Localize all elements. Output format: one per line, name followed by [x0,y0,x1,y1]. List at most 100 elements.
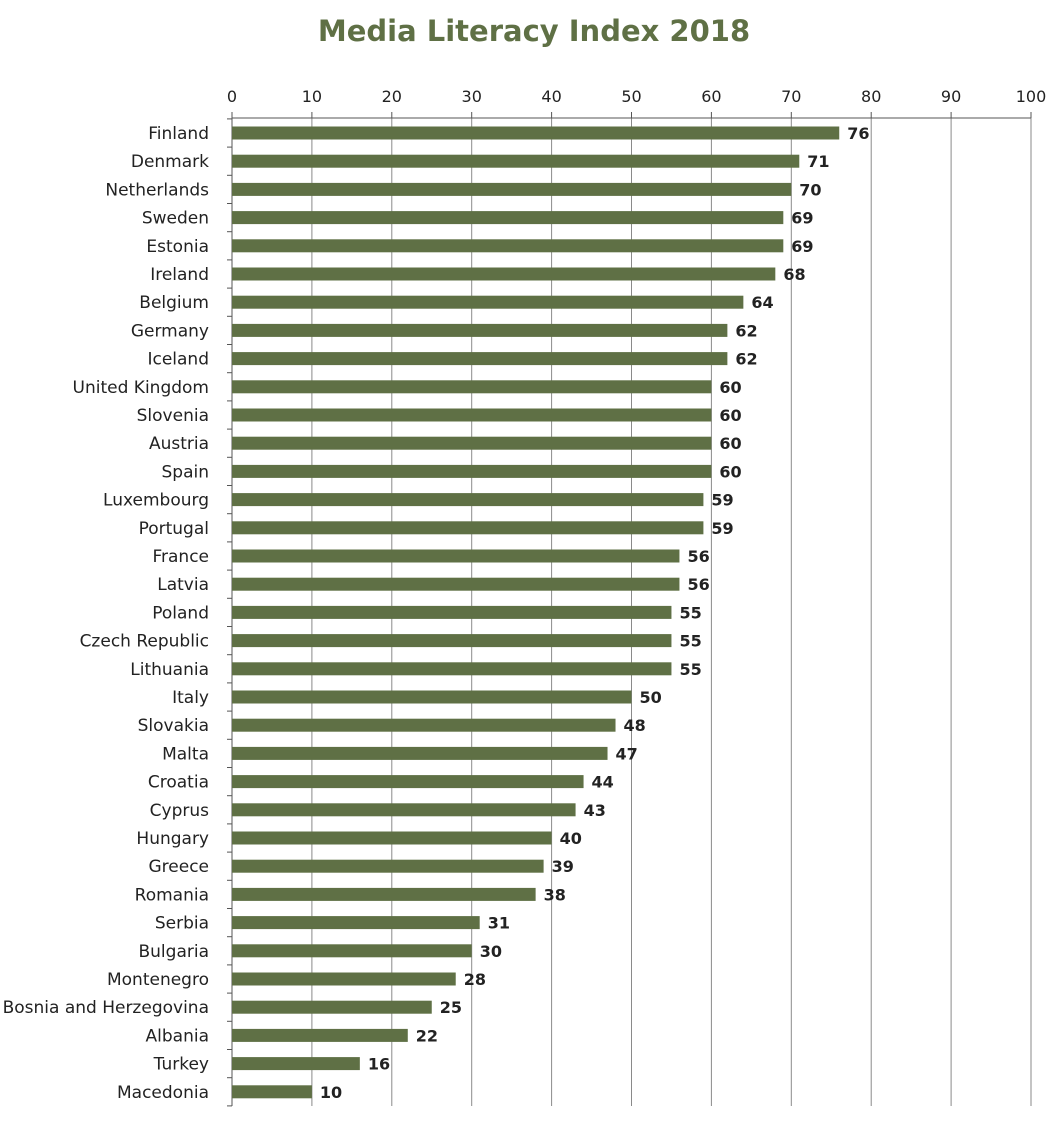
x-tick-label: 100 [1016,87,1047,106]
category-label: Slovenia [137,406,209,426]
bar [232,944,472,958]
chart-title: Media Literacy Index 2018 [317,14,751,48]
data-label: 47 [616,744,638,763]
bar [232,577,680,591]
bar [232,154,800,168]
category-label: United Kingdom [73,378,209,398]
bar [232,690,632,704]
data-label: 62 [735,321,757,340]
bar [232,239,784,253]
data-label: 39 [552,857,574,876]
bar [232,295,744,309]
bar [232,1085,312,1099]
data-label: 56 [687,547,709,566]
category-label: Spain [162,462,210,482]
category-label: Lithuania [130,660,209,680]
bar [232,211,784,225]
category-label: Hungary [136,829,209,849]
category-label: Estonia [146,237,209,257]
category-label: Macedonia [117,1083,209,1103]
bar [232,352,728,366]
category-label: Sweden [142,209,209,229]
data-label: 62 [735,350,757,369]
category-label: Czech Republic [80,632,209,652]
bar [232,746,608,760]
data-label: 10 [320,1083,342,1102]
data-label: 60 [719,462,741,481]
category-label: Croatia [148,773,209,793]
x-tick-label: 20 [382,87,402,106]
data-label: 76 [847,124,869,143]
data-label: 55 [679,632,701,651]
bar [232,1000,432,1014]
x-tick-label: 80 [861,87,881,106]
data-label: 44 [592,773,614,792]
x-tick-label: 70 [781,87,801,106]
data-label: 60 [719,434,741,453]
data-label: 64 [751,293,773,312]
bar [232,803,576,817]
data-label: 60 [719,406,741,425]
bar [232,267,776,281]
bar [232,182,792,196]
x-tick-label: 40 [541,87,561,106]
data-label: 40 [560,829,582,848]
bar [232,521,704,535]
category-label: Latvia [157,575,209,595]
bar [232,126,840,140]
data-label: 31 [488,914,510,933]
data-label: 56 [687,575,709,594]
category-label: Finland [148,124,209,144]
category-label: Bosnia and Herzegovina [3,998,209,1018]
bar [232,775,584,789]
category-label: Germany [131,321,209,341]
data-label: 68 [783,265,805,284]
bar [232,859,544,873]
category-label: Luxembourg [103,491,209,511]
bar [232,408,712,422]
data-label: 43 [584,801,606,820]
category-label: Poland [152,603,209,623]
data-label: 30 [480,942,502,961]
data-label: 71 [807,152,829,171]
data-label: 69 [791,237,813,256]
category-label: France [152,547,209,567]
bar [232,605,672,619]
x-tick-label: 90 [941,87,961,106]
category-label: Turkey [153,1055,209,1075]
data-label: 16 [368,1055,390,1074]
data-label: 55 [679,660,701,679]
bar [232,718,616,732]
bar [232,493,704,507]
category-label: Belgium [139,293,209,313]
category-label: Greece [148,857,209,877]
data-label: 22 [416,1026,438,1045]
bar [232,831,552,845]
data-label: 70 [799,180,821,199]
category-label: Romania [135,885,209,905]
category-label: Portugal [139,519,209,539]
bar [232,1028,408,1042]
category-label: Albania [146,1026,209,1046]
bar [232,436,712,450]
x-tick-label: 0 [227,87,237,106]
data-label: 55 [679,603,701,622]
bar [232,916,480,930]
category-label: Malta [162,744,209,764]
x-tick-label: 10 [302,87,322,106]
data-label: 60 [719,378,741,397]
data-label: 50 [640,688,662,707]
category-label: Denmark [131,152,209,172]
data-label: 28 [464,970,486,989]
category-label: Bulgaria [139,942,210,962]
data-label: 38 [544,885,566,904]
bar [232,887,536,901]
category-label: Iceland [147,350,209,370]
category-label: Ireland [150,265,209,285]
category-label: Slovakia [138,716,209,736]
category-label: Italy [172,688,209,708]
bar [232,380,712,394]
data-label: 59 [711,491,733,510]
bar [232,549,680,563]
